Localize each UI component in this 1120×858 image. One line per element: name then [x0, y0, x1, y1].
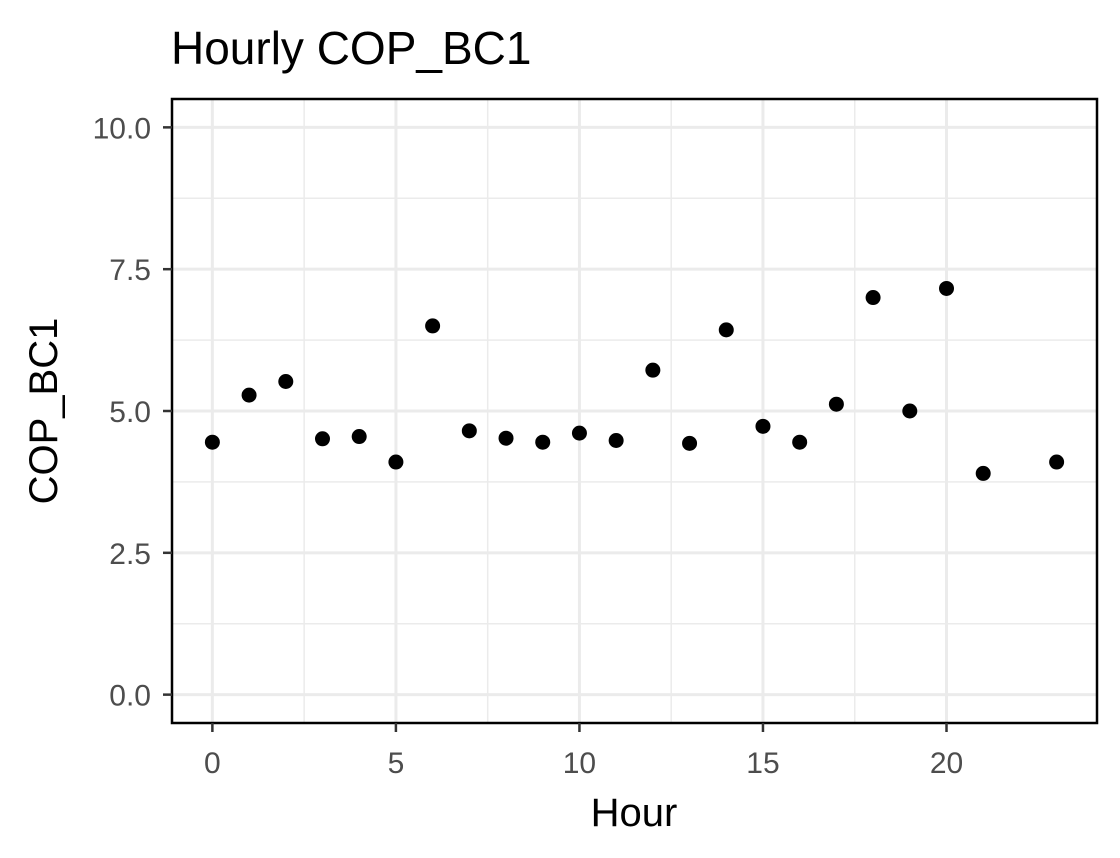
data-point: [718, 322, 734, 338]
y-axis: 0.0 2.5 5.0 7.5 10.0: [93, 112, 172, 713]
data-point: [351, 429, 367, 445]
data-point: [608, 432, 624, 448]
y-tick-label: 5.0: [109, 396, 151, 429]
data-point: [975, 465, 991, 481]
data-point: [865, 290, 881, 306]
data-point: [241, 387, 257, 403]
x-axis-title: Hour: [591, 791, 678, 835]
y-tick-label: 7.5: [109, 254, 151, 287]
data-point: [939, 280, 955, 296]
data-point: [204, 434, 220, 450]
data-point: [498, 430, 514, 446]
x-axis: 0 5 10 15 20: [204, 723, 963, 780]
x-tick-label: 0: [204, 747, 221, 780]
data-point: [425, 318, 441, 334]
data-point: [1049, 454, 1065, 470]
data-point: [682, 435, 698, 451]
major-gridlines: [172, 99, 1097, 723]
y-tick-label: 0.0: [109, 680, 151, 713]
data-point: [535, 434, 551, 450]
data-point: [645, 362, 661, 378]
data-points: [204, 280, 1065, 481]
x-tick-label: 20: [930, 747, 963, 780]
plot-panel: [170, 97, 1099, 725]
data-point: [388, 454, 404, 470]
data-point: [792, 434, 808, 450]
data-point: [755, 418, 771, 434]
data-point: [314, 431, 330, 447]
data-point: [828, 396, 844, 412]
x-tick-label: 15: [746, 747, 779, 780]
data-point: [902, 403, 918, 419]
x-tick-label: 5: [388, 747, 405, 780]
data-point: [461, 423, 477, 439]
data-point: [571, 425, 587, 441]
y-axis-title: COP_BC1: [22, 318, 66, 505]
chart-title: Hourly COP_BC1: [171, 22, 531, 74]
y-tick-label: 2.5: [109, 538, 151, 571]
data-point: [278, 374, 294, 390]
x-tick-label: 10: [563, 747, 596, 780]
y-tick-label: 10.0: [93, 112, 151, 145]
